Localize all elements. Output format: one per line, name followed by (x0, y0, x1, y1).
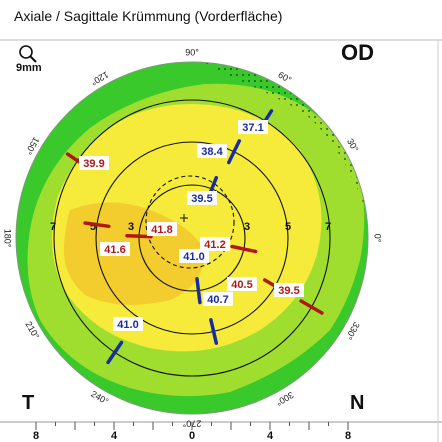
flat-meridian-bar (195, 276, 202, 305)
steep-value-label: 41.2 (204, 239, 225, 251)
steep-value-label: 40.5 (231, 279, 252, 291)
flat-value-box (179, 249, 209, 263)
ring-label-right: 3 (244, 221, 250, 233)
nasal-label: N (350, 392, 365, 414)
eye-indicator: OD (341, 40, 374, 65)
ring-labels: 3 5 7 3 5 7 (50, 221, 331, 233)
angle-label: 0° (373, 234, 383, 243)
ruler-label: 8 (345, 430, 351, 442)
steep-meridian-bar (83, 221, 111, 229)
map-boundary (15, 61, 369, 415)
steep-value-label: 39.9 (83, 158, 104, 170)
angle-label: 90° (185, 47, 199, 57)
flat-value-box (203, 292, 233, 306)
flat-value-label: 41.0 (117, 319, 138, 331)
meridian-markers: 39.5 38.4 37.1 41.0 40.7 41.0 41.8 41.6 39.9 41.2… (65, 109, 324, 365)
flat-meridian-bar (227, 139, 242, 165)
flat-value-label: 39.5 (191, 193, 212, 205)
flat-value-box (187, 191, 217, 205)
flat-value-box (197, 144, 227, 158)
steep-value-box (274, 283, 304, 297)
color-zones (16, 62, 368, 414)
flat-value-label: 38.4 (201, 146, 223, 158)
steep-meridian-bar (299, 299, 324, 315)
flat-value-box (238, 120, 268, 134)
bottom-ruler: 8 4 0 4 8 (33, 422, 351, 442)
ring-3mm (138, 184, 246, 292)
steep-value-label: 41.8 (151, 224, 172, 236)
flat-meridian-bar (106, 340, 124, 365)
ring-label-right: 5 (285, 221, 291, 233)
steep-meridian-bar (125, 233, 153, 239)
flat-value-label: 37.1 (242, 122, 263, 134)
center-cross (180, 214, 188, 222)
ruler-label: 4 (267, 430, 274, 442)
ring-label-left: 3 (128, 221, 134, 233)
steep-value-box (227, 277, 257, 291)
flat-value-label: 40.7 (207, 294, 228, 306)
angle-label: 180° (3, 229, 13, 248)
ruler-label: 4 (111, 430, 118, 442)
flat-value-label: 41.0 (183, 251, 204, 263)
steep-value-label: 41.6 (104, 244, 125, 256)
angle-label: 30° (345, 137, 361, 154)
temporal-label: T (22, 392, 35, 414)
map-title: Axiale / Sagittale Krümmung (Vorderfläch… (14, 8, 283, 24)
steep-value-label: 39.5 (278, 285, 299, 297)
ring-label-left: 7 (50, 221, 56, 233)
steep-meridian-bar (230, 244, 258, 254)
magnifier-icon[interactable] (18, 44, 38, 64)
ruler-label: 8 (33, 430, 39, 442)
zoom-diameter-label[interactable]: 9mm (16, 62, 42, 74)
ring-label-left: 5 (90, 221, 96, 233)
steep-value-box (147, 222, 177, 236)
steep-value-box (200, 237, 230, 251)
steep-value-box (100, 242, 130, 256)
flat-meridian-bar (209, 318, 219, 345)
angle-label: 60° (276, 70, 293, 86)
ring-label-right: 7 (325, 221, 331, 233)
ring-5mm (95, 141, 289, 335)
steep-value-box (79, 156, 109, 170)
pupil-outline (145, 175, 235, 269)
flat-value-box (113, 317, 143, 331)
zone-rings (53, 99, 331, 377)
ring-7mm (53, 99, 331, 377)
ruler-label: 0 (189, 430, 195, 442)
